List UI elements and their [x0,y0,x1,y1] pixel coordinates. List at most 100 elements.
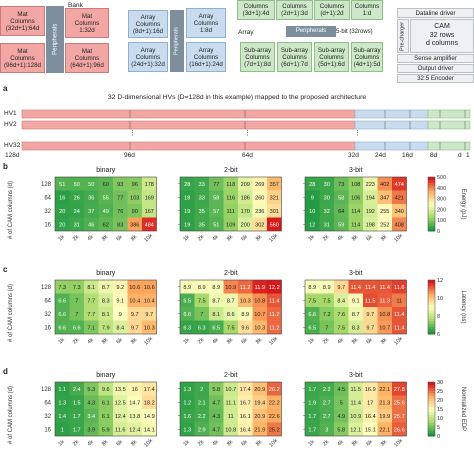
heatmap-cell [142,190,157,204]
heatmap-cell [69,382,84,396]
col-label: 6k [240,439,249,448]
heatmap-cell [252,395,267,409]
col-label: 2k [197,337,206,346]
heatmap-title: binary [96,372,116,379]
heatmap-cell [223,190,238,204]
heatmap-cell [55,409,70,423]
heatmap-value: 118 [226,182,235,188]
heatmap-value: 10.9 [225,285,236,291]
array-block-3: Array Columns (24d+1):32d [128,42,168,72]
heatmap-cell [98,409,113,423]
colorbar-segment [428,298,435,303]
heatmap-cell [84,409,99,423]
colorbar-segment [428,301,435,305]
heatmap-value: 11 [228,414,234,420]
col-label: 8k [101,439,110,448]
heatmap-cell [127,307,142,321]
colorbar-segment [428,309,435,313]
colorbar-segment [428,182,435,186]
heatmap-value: 28 [184,182,190,188]
heatmap-value: 484 [145,222,154,228]
hv-bar-green-2 [427,120,471,130]
heatmap-cell [84,204,99,218]
heatmap-cell [194,307,209,321]
heatmap-value: 21.3 [379,400,390,406]
heatmap-cell [55,217,70,231]
heatmap-value: 10 [309,209,315,215]
array-block-2: Array Columns 1:8d [186,8,226,38]
heatmap-cell [194,395,209,409]
heatmap-value: 10.6 [144,285,155,291]
heatmap-value: 1.2 [183,400,191,406]
heatmap-value: 236 [255,209,264,215]
heatmap-cell [55,307,70,321]
heatmap-value: 11.4 [351,285,361,291]
heatmap-cell [319,204,334,218]
colorbar-segment [428,317,435,321]
heatmap-frame [304,279,407,335]
heatmap-cell [98,320,113,334]
heatmap-value: 8.9 [198,285,206,291]
colorbar-segment [428,293,435,297]
heatmap-value: 35 [199,209,205,215]
panel-d-letter: d [3,367,8,376]
heatmap-cell [363,217,378,231]
heatmap-value: 11.4 [394,312,404,318]
hv-bar-green-3 [427,141,471,151]
heatmap-cell [319,395,334,409]
heatmap-value: 6.6 [58,312,66,318]
heatmap-value: 10.4 [144,298,155,304]
heatmap-cell [348,177,363,191]
colorbar-segment [428,414,435,418]
col-label: 10k [393,336,404,347]
colorbar-segment [428,280,435,284]
col-label: 10k [143,438,154,449]
heatmap-value: 7.1 [87,325,95,331]
colorbar-tick: 25 [437,389,443,395]
row-label: 128 [41,182,52,188]
heatmap-cell [127,190,142,204]
heatmap-cell [334,409,349,423]
heatmap-value: 357 [270,182,279,188]
heatmap-cell [84,382,99,396]
heatmap-value: 12.1 [350,427,361,433]
heatmap-cell [267,280,282,294]
heatmap-cell [238,177,253,191]
heatmap-cell [334,217,349,231]
heatmap-value: 7.7 [87,312,95,318]
heatmap-value: 8.7 [102,285,110,291]
col-label: 4k [211,234,220,243]
heatmap-title: 3-bit [349,372,363,379]
col-label: 8k [130,337,139,346]
heatmap-frame [304,176,407,232]
colorbar-segment [428,220,435,224]
heatmap-value: 11.4 [365,285,375,291]
heatmap-value: 17.4 [144,387,155,393]
heatmap-value: 178 [145,182,154,188]
row-label: 64 [44,298,51,304]
colorbar-segment [428,214,435,218]
heatmap-cell [319,307,334,321]
heatmap-cell [113,422,128,436]
panel-a-title: 32 D-dimensional HVs (D=128d in this exa… [107,94,367,101]
heatmap-cell [127,204,142,218]
heatmap-cell [194,422,209,436]
heatmap-cell [209,217,224,231]
heatmap-cell [377,280,392,294]
heatmap-cell [98,293,113,307]
heatmap-cell [127,177,142,191]
heatmap-value: 10.6 [129,285,140,291]
heatmap-cell [194,204,209,218]
row-label: 32 [44,312,51,318]
col-label: 8k [351,439,360,448]
panel-c-ylabel: # of CAM columns (d) [8,284,14,342]
heatmap-cell [238,190,253,204]
colorbar-tick: 5 [437,425,440,431]
heatmap-value: 12.2 [269,285,280,291]
col-label: 1k [57,439,66,448]
heatmap-value: 83 [117,222,123,228]
heatmap-value: 2.2 [323,387,331,393]
col-label: 6k [115,234,124,243]
heatmap-cell [98,307,113,321]
heatmap-cell [113,293,128,307]
